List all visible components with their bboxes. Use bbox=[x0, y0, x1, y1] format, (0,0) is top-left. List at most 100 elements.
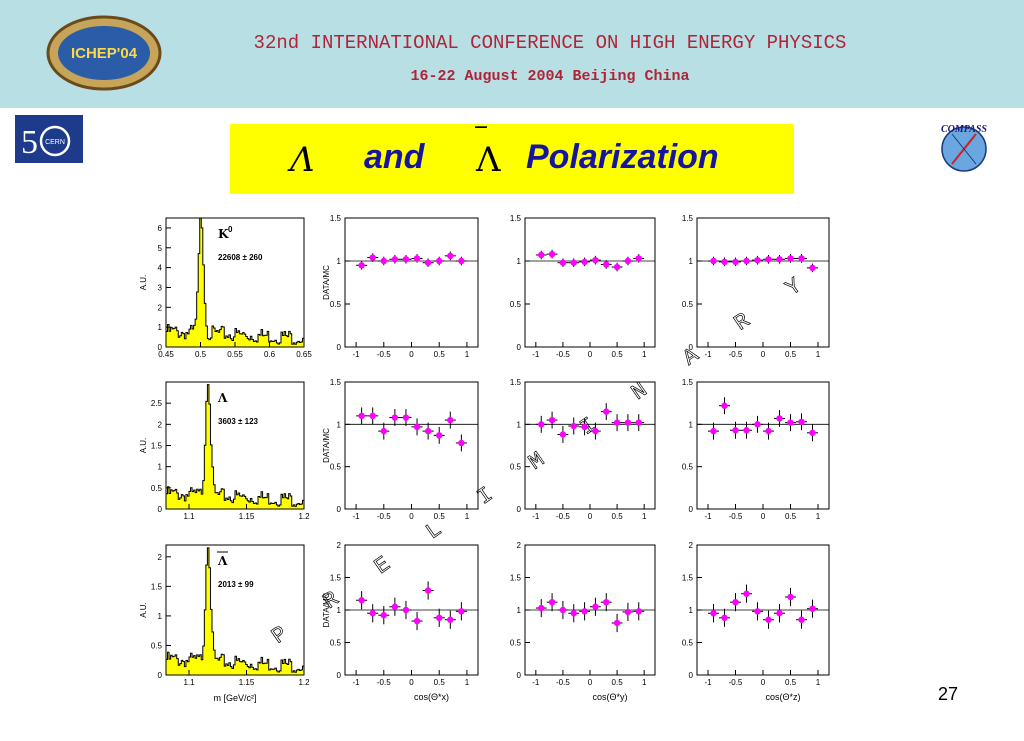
data-point bbox=[402, 414, 410, 421]
particle-label: Λ bbox=[217, 391, 228, 405]
x-tick-label: 0 bbox=[761, 350, 766, 359]
data-point bbox=[721, 614, 728, 621]
ratio-scatter-5: -1 -0.5 0 0.5 1 0 0.5 1 1.5 bbox=[682, 214, 830, 359]
y-axis-label: DATA/MC bbox=[322, 592, 331, 627]
y-tick-label: 1.5 bbox=[330, 378, 342, 387]
x-tick-label: 0.45 bbox=[158, 350, 174, 359]
x-tick-label: 1 bbox=[642, 678, 647, 687]
y-tick-label: 0.5 bbox=[682, 639, 694, 648]
data-point bbox=[787, 255, 794, 262]
y-axis-label: A.U. bbox=[139, 275, 148, 291]
data-point bbox=[743, 427, 750, 434]
data-point bbox=[380, 257, 387, 265]
x-tick-label: 1.2 bbox=[298, 512, 310, 521]
y-tick-label: 1 bbox=[517, 420, 522, 429]
data-point bbox=[570, 259, 577, 266]
x-tick-label: -0.5 bbox=[556, 350, 570, 359]
data-point bbox=[447, 416, 454, 424]
x-tick-label: 0.55 bbox=[227, 350, 243, 359]
data-point bbox=[710, 257, 717, 265]
x-tick-label: 0.5 bbox=[785, 350, 797, 359]
data-point bbox=[548, 599, 556, 606]
x-tick-label: 1.1 bbox=[183, 512, 195, 521]
compass-logo-text: COMPASS bbox=[941, 124, 987, 135]
ratio-scatter-7: -1 -0.5 0 0.5 1 0 0.5 1 1.5 bbox=[510, 378, 656, 521]
y-tick-label: 0 bbox=[158, 505, 163, 514]
data-point bbox=[798, 255, 805, 262]
ichep-logo: ICHEP'04 bbox=[46, 15, 162, 91]
y-tick-label: 1.5 bbox=[510, 378, 522, 387]
particle-label: Λ bbox=[217, 554, 228, 568]
y-tick-label: 0 bbox=[337, 343, 342, 352]
y-axis-label: DATA/MC bbox=[322, 265, 331, 300]
data-point bbox=[603, 408, 610, 415]
x-axis-label: cos(Θ*z) bbox=[765, 692, 800, 702]
y-axis-label: DATA/MC bbox=[322, 428, 331, 463]
data-point bbox=[787, 419, 794, 426]
x-tick-label: -0.5 bbox=[729, 678, 743, 687]
data-point bbox=[624, 419, 632, 426]
event-count: 2013 ± 99 bbox=[218, 580, 254, 589]
data-point bbox=[798, 418, 805, 425]
data-point bbox=[369, 610, 376, 617]
y-tick-label: 2 bbox=[158, 420, 163, 429]
slide-title: Λ and ‾ Λ Polarization bbox=[230, 124, 794, 194]
data-point bbox=[559, 606, 567, 614]
y-tick-label: 2 bbox=[517, 541, 522, 550]
data-point bbox=[603, 261, 610, 268]
y-tick-label: 0 bbox=[158, 671, 163, 680]
x-tick-label: 0.5 bbox=[785, 512, 797, 521]
y-tick-label: 1 bbox=[689, 420, 694, 429]
y-tick-label: 2 bbox=[337, 541, 342, 550]
x-tick-label: 1 bbox=[816, 512, 821, 521]
x-tick-label: 1 bbox=[465, 512, 470, 521]
mass-histogram-2: 1.1 1.15 1.2 0 0.5 1 1.5 2 A.U. Λ 2013 ± 99 m [GeV/… bbox=[139, 544, 310, 703]
x-tick-label: -1 bbox=[532, 350, 540, 359]
data-point bbox=[581, 608, 588, 615]
data-point bbox=[765, 427, 772, 435]
y-tick-label: 0.5 bbox=[330, 463, 342, 472]
data-point bbox=[391, 603, 399, 610]
x-tick-label: 0 bbox=[588, 350, 593, 359]
data-point bbox=[765, 616, 772, 623]
x-tick-label: -0.5 bbox=[729, 350, 743, 359]
data-point bbox=[592, 256, 599, 264]
y-tick-label: 1.5 bbox=[682, 574, 694, 583]
data-point bbox=[743, 257, 750, 265]
data-point bbox=[447, 616, 454, 623]
mass-peak bbox=[165, 547, 305, 676]
y-tick-label: 6 bbox=[158, 224, 163, 233]
x-tick-label: 0.5 bbox=[785, 678, 797, 687]
ratio-scatter-3: -1 -0.5 0 0.5 1 0 0.5 1 1.5 DATA/MC bbox=[322, 214, 479, 359]
y-tick-label: 0 bbox=[517, 505, 522, 514]
y-tick-label: 1 bbox=[689, 257, 694, 266]
data-point bbox=[581, 258, 588, 266]
mass-histogram-1: 1.1 1.15 1.2 0 0.5 1 1.5 2 2.5 A.U. Λ 3603 ± 123 bbox=[139, 381, 310, 521]
data-point bbox=[581, 423, 588, 431]
data-point bbox=[402, 606, 410, 614]
data-point bbox=[592, 603, 599, 610]
x-tick-label: 0.5 bbox=[612, 512, 624, 521]
data-point bbox=[754, 608, 761, 615]
data-point bbox=[369, 254, 376, 261]
x-tick-label: 0 bbox=[761, 678, 766, 687]
data-point bbox=[754, 421, 761, 428]
y-tick-label: 0 bbox=[689, 505, 694, 514]
data-point bbox=[743, 590, 750, 597]
data-point bbox=[732, 427, 739, 434]
y-tick-label: 1.5 bbox=[510, 574, 522, 583]
data-point bbox=[776, 415, 783, 422]
y-tick-label: 1 bbox=[517, 606, 522, 615]
data-point bbox=[613, 263, 621, 271]
x-tick-label: -1 bbox=[353, 512, 361, 521]
ratio-scatter-10: -1 -0.5 0 0.5 1 0 0.5 1 1.5 2 cos(Θ*y) bbox=[510, 541, 656, 702]
x-tick-label: 0.5 bbox=[612, 678, 624, 687]
ratio-scatter-4: -1 -0.5 0 0.5 1 0 0.5 1 1.5 bbox=[510, 214, 656, 359]
x-tick-label: -0.5 bbox=[377, 512, 391, 521]
x-tick-label: 0 bbox=[588, 678, 593, 687]
x-tick-label: 1.15 bbox=[239, 512, 255, 521]
data-point bbox=[624, 608, 632, 616]
y-tick-label: 0 bbox=[158, 343, 163, 352]
x-tick-label: -0.5 bbox=[377, 678, 391, 687]
